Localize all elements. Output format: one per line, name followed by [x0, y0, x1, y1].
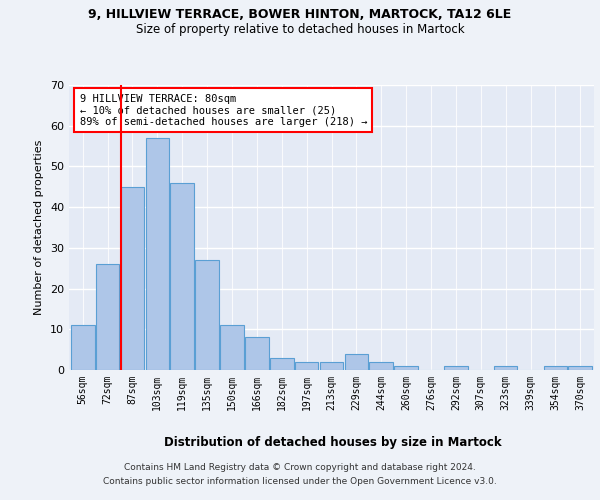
Text: Contains HM Land Registry data © Crown copyright and database right 2024.: Contains HM Land Registry data © Crown c…: [124, 464, 476, 472]
Bar: [295, 362, 319, 370]
Bar: [195, 260, 219, 370]
Bar: [494, 366, 517, 370]
Bar: [394, 366, 418, 370]
Bar: [96, 264, 119, 370]
Bar: [220, 325, 244, 370]
Bar: [270, 358, 293, 370]
Bar: [344, 354, 368, 370]
Text: Contains public sector information licensed under the Open Government Licence v3: Contains public sector information licen…: [103, 477, 497, 486]
Text: 9, HILLVIEW TERRACE, BOWER HINTON, MARTOCK, TA12 6LE: 9, HILLVIEW TERRACE, BOWER HINTON, MARTO…: [88, 8, 512, 20]
Y-axis label: Number of detached properties: Number of detached properties: [34, 140, 44, 315]
Bar: [444, 366, 468, 370]
Bar: [568, 366, 592, 370]
Bar: [71, 325, 95, 370]
Text: Size of property relative to detached houses in Martock: Size of property relative to detached ho…: [136, 22, 464, 36]
Bar: [146, 138, 169, 370]
Bar: [121, 187, 144, 370]
Text: 9 HILLVIEW TERRACE: 80sqm
← 10% of detached houses are smaller (25)
89% of semi-: 9 HILLVIEW TERRACE: 80sqm ← 10% of detac…: [79, 94, 367, 126]
Bar: [320, 362, 343, 370]
Bar: [170, 182, 194, 370]
Bar: [245, 338, 269, 370]
Text: Distribution of detached houses by size in Martock: Distribution of detached houses by size …: [164, 436, 502, 449]
Bar: [544, 366, 567, 370]
Bar: [370, 362, 393, 370]
